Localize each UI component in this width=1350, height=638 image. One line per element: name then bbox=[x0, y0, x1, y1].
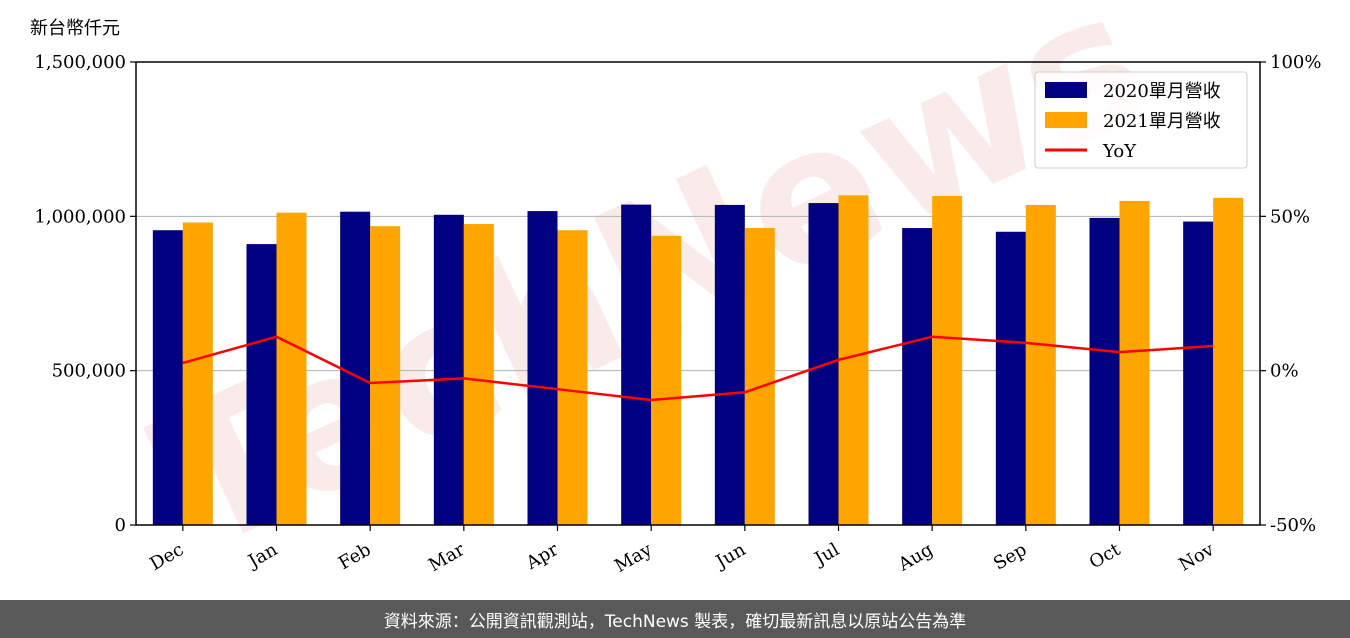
x-tick-label: Jul bbox=[809, 539, 843, 571]
source-footer: 資料來源：公開資訊觀測站，TechNews 製表，確切最新訊息以原站公告為準 bbox=[0, 600, 1350, 638]
bar-2021 bbox=[1213, 197, 1244, 525]
legend-label: YoY bbox=[1102, 141, 1137, 162]
x-tick-label: Oct bbox=[1086, 539, 1125, 574]
bar-2020 bbox=[340, 211, 371, 525]
yoy-line-layer bbox=[182, 335, 1214, 402]
y-left-tick-label: 1,000,000 bbox=[34, 206, 126, 227]
bar-2020 bbox=[433, 214, 464, 526]
y-right-tick-label: 100% bbox=[1270, 52, 1321, 73]
legend-swatch bbox=[1045, 82, 1087, 98]
bar-2020 bbox=[152, 230, 183, 525]
bar-2021 bbox=[1025, 204, 1056, 526]
bar-2020 bbox=[527, 211, 558, 525]
legend: 2020單月營收 2021單月營收 YoY bbox=[1034, 71, 1248, 169]
bar-2020 bbox=[902, 228, 933, 525]
x-tick-label: Jun bbox=[711, 539, 750, 574]
bar-2021 bbox=[838, 195, 869, 525]
bar-2021 bbox=[182, 222, 213, 526]
legend-box bbox=[1034, 71, 1248, 169]
x-tick-label: Aug bbox=[894, 539, 937, 576]
bar-2020 bbox=[714, 204, 745, 526]
plot-frame bbox=[135, 61, 1261, 526]
gridlines bbox=[136, 215, 1260, 372]
bar-2021 bbox=[1119, 200, 1150, 525]
x-tick-label: Feb bbox=[335, 539, 375, 574]
y-left-tick-label: 0 bbox=[115, 515, 126, 536]
x-tick-label: Dec bbox=[146, 539, 187, 575]
bar-2020 bbox=[1089, 217, 1120, 526]
bar-2021 bbox=[557, 230, 588, 525]
bar-2020 bbox=[995, 231, 1026, 525]
y-axis-unit-label: 新台幣仟元 bbox=[30, 18, 120, 39]
bar-2020 bbox=[1183, 221, 1214, 525]
x-tick-label: Nov bbox=[1175, 539, 1218, 576]
bar-2021 bbox=[744, 228, 775, 525]
bar-2021 bbox=[651, 235, 682, 525]
y-right-tick-label: -50% bbox=[1270, 515, 1316, 536]
bar-2021 bbox=[932, 195, 963, 525]
bar-2021 bbox=[276, 212, 307, 525]
yoy-line bbox=[182, 335, 1214, 402]
bar-2021 bbox=[463, 224, 494, 526]
y-left-tick-label: 500,000 bbox=[52, 361, 126, 382]
bars bbox=[152, 195, 1244, 526]
y-left-tick-label: 1,500,000 bbox=[34, 52, 126, 73]
legend-swatch bbox=[1045, 112, 1087, 128]
x-tick-label: Sep bbox=[990, 539, 1030, 574]
x-tick-label: Mar bbox=[425, 539, 469, 576]
x-tick-label: May bbox=[611, 539, 656, 577]
bar-2020 bbox=[621, 204, 652, 525]
y-right-tick-label: 50% bbox=[1270, 206, 1310, 227]
bar-2020 bbox=[246, 244, 277, 525]
legend-label: 2021單月營收 bbox=[1103, 111, 1221, 132]
x-tick-label: Apr bbox=[522, 539, 562, 574]
y-right-tick-label: 0% bbox=[1270, 361, 1299, 382]
bar-2021 bbox=[370, 226, 401, 525]
legend-label: 2020單月營收 bbox=[1103, 81, 1221, 102]
revenue-chart: TechNews 0500,0001,000,0001,500,000-50%0… bbox=[34, 0, 1321, 594]
